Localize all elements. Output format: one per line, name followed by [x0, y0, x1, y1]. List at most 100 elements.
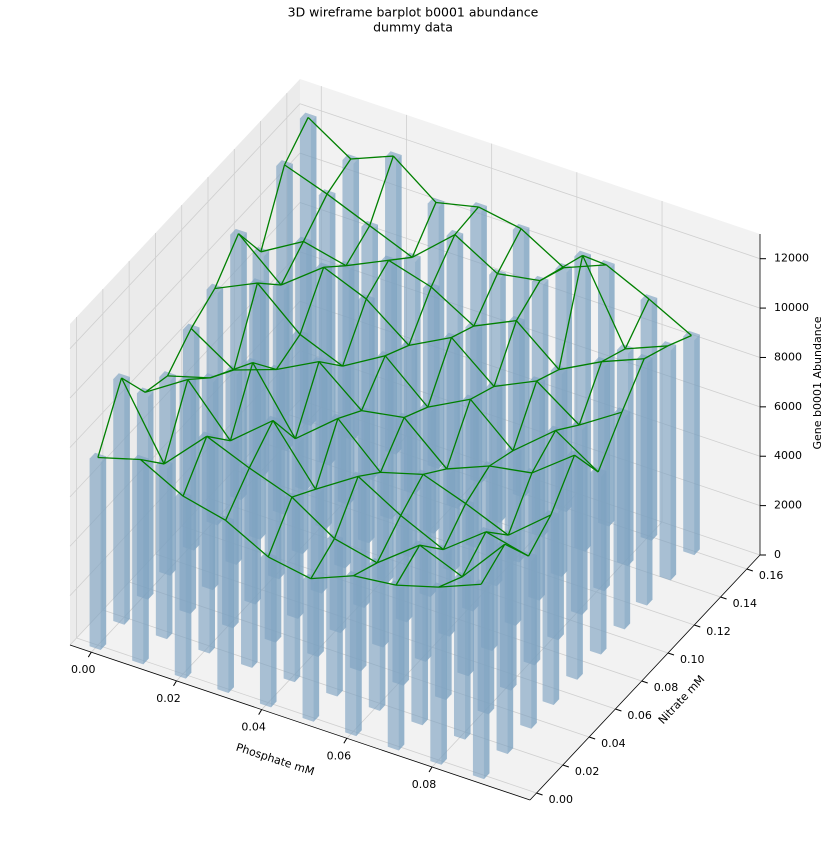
- wireframe-segment: [388, 259, 432, 288]
- wireframe-segment: [252, 362, 277, 371]
- y-tick-label: 0.04: [601, 737, 626, 750]
- wireframe-segment: [144, 378, 188, 393]
- wireframe-segment: [488, 450, 514, 467]
- bar-side: [670, 344, 677, 581]
- bar-side: [143, 458, 149, 665]
- bar-side: [694, 334, 700, 556]
- wireframe-segment: [121, 377, 146, 393]
- wireframe-segment: [531, 430, 557, 474]
- y-tick: [615, 708, 622, 712]
- bar-side: [217, 287, 224, 526]
- wireframe-segment: [97, 377, 123, 458]
- wireframe-segment: [539, 267, 565, 282]
- wireframe-segment: [507, 514, 552, 536]
- wireframe-segment: [283, 117, 309, 166]
- wireframe-segment: [470, 385, 495, 400]
- wireframe-segment: [461, 531, 487, 578]
- y-axis-line: [529, 554, 761, 801]
- y-tick-label: 0.06: [627, 709, 652, 722]
- bar: [113, 373, 130, 625]
- wireframe-segment: [446, 399, 472, 470]
- z-tick-label: 2000: [774, 499, 802, 512]
- wireframe-segment: [489, 465, 533, 474]
- wireframe-segment: [229, 362, 254, 441]
- x-tick: [428, 766, 433, 773]
- wireframe-segment: [182, 436, 208, 497]
- bar-side: [624, 411, 631, 630]
- bar: [132, 454, 149, 665]
- x-axis-line: [69, 644, 531, 801]
- y-tick: [694, 624, 701, 628]
- x-tick: [87, 651, 92, 658]
- wireframe-segment: [140, 459, 184, 497]
- wireframe-segment: [400, 474, 424, 516]
- bar-side: [403, 514, 410, 686]
- wireframe-segment: [233, 282, 259, 371]
- wireframe-segment: [400, 514, 444, 551]
- wireframe-segment: [536, 368, 560, 382]
- bar-side: [233, 439, 239, 629]
- y-tick-label: 0.02: [575, 765, 600, 778]
- bar-side: [553, 513, 560, 705]
- wireframe-segment: [403, 417, 448, 470]
- bar-side: [124, 376, 130, 625]
- wireframe-segment: [267, 496, 293, 558]
- bar-side: [523, 227, 530, 498]
- bar: [542, 510, 560, 705]
- bar-side: [302, 333, 309, 555]
- wireframe-segment: [257, 282, 282, 286]
- wireframe-segment: [214, 282, 258, 290]
- wireframe-segment: [326, 193, 371, 227]
- grid-line: [69, 202, 301, 448]
- x-tick: [343, 738, 348, 744]
- wireframe-segment: [442, 503, 467, 550]
- wireframe-segment: [358, 471, 381, 478]
- wireframe-segment: [527, 514, 552, 557]
- bar: [283, 492, 301, 683]
- bar-side: [531, 554, 537, 729]
- wireframe-segment: [323, 265, 347, 268]
- y-tick: [641, 680, 648, 684]
- bar-side: [360, 475, 367, 672]
- x-tick: [173, 680, 177, 687]
- wireframe-segment: [643, 345, 669, 360]
- bar-side: [488, 530, 495, 715]
- wireframe-segment: [403, 406, 429, 419]
- bar-side: [422, 544, 428, 726]
- bar: [155, 459, 173, 640]
- wireframe-segment: [454, 234, 498, 275]
- grid-line: [69, 103, 301, 349]
- bar-side: [651, 297, 658, 541]
- wireframe-segment: [531, 454, 575, 474]
- bar: [174, 491, 192, 679]
- wireframe-segment: [248, 420, 274, 469]
- wireframe-segment: [252, 362, 296, 440]
- z-tick-label: 12000: [774, 252, 809, 265]
- wireframe-segment: [578, 361, 603, 426]
- wireframe-segment: [625, 345, 668, 350]
- wireframe-segment: [454, 206, 480, 236]
- wireframe-segment: [376, 515, 402, 564]
- wireframe-segment: [493, 320, 518, 387]
- wireframe-segment: [536, 380, 580, 426]
- x-tick-label: 0.08: [412, 778, 437, 791]
- wireframe-segment: [667, 334, 692, 347]
- wireframe-segment: [422, 473, 467, 505]
- bar-side: [609, 263, 615, 527]
- bar-side: [396, 154, 402, 455]
- wireframe-segment: [275, 334, 301, 370]
- bar-side: [185, 495, 192, 679]
- x-axis-label: Phosphate mM: [234, 741, 316, 779]
- wireframe-segment: [419, 544, 463, 578]
- bar-side: [166, 462, 173, 640]
- wireframe-segment: [419, 544, 444, 551]
- wireframe-segment: [167, 375, 211, 379]
- y-tick: [562, 764, 570, 768]
- bar: [472, 579, 490, 780]
- bar-side: [353, 157, 360, 441]
- bar: [635, 353, 653, 606]
- wireframe-segment: [365, 298, 410, 346]
- wireframe-segment: [291, 488, 316, 498]
- wireframe-segment: [480, 543, 506, 585]
- bar-side: [147, 391, 154, 600]
